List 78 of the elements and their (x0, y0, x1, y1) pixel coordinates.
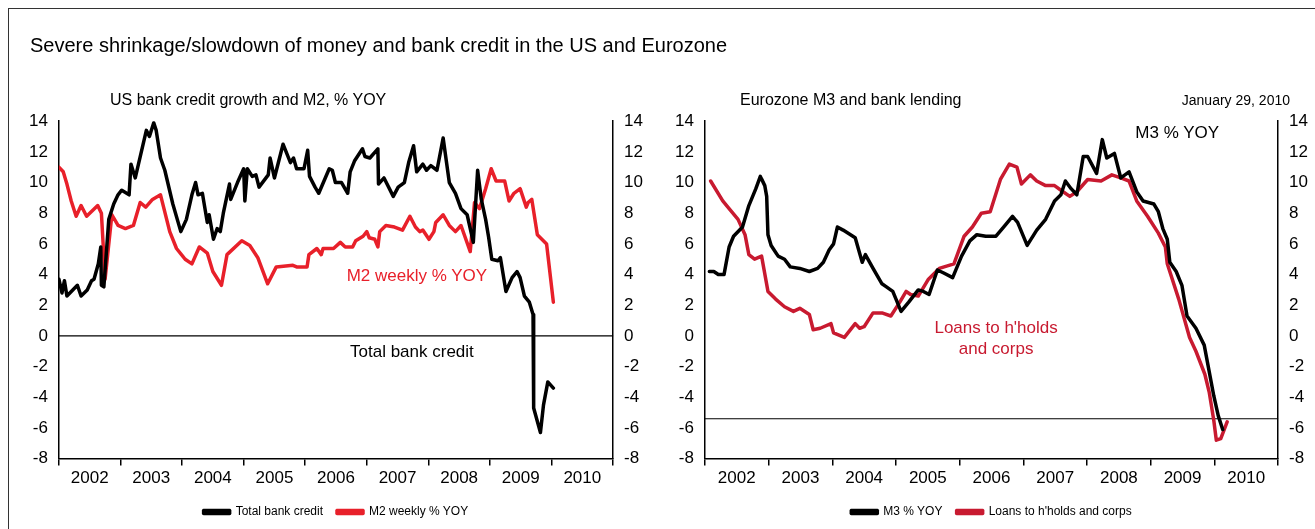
y2-tick-label: 14 (624, 110, 644, 130)
x-tick-label: 2009 (501, 468, 540, 488)
y-tick-label: 4 (38, 264, 48, 284)
y2-tick-label: 4 (624, 264, 634, 284)
y2-tick-label: -4 (624, 386, 640, 406)
x-tick-label: 2005 (255, 468, 294, 488)
text: M2 weekly % YOY (346, 265, 488, 285)
y-tick-label: -8 (678, 448, 694, 468)
y2-tick-label: 4 (1289, 264, 1299, 284)
legend-label: M2 weekly % YOY (369, 504, 469, 519)
y2-tick-label: 10 (1289, 172, 1309, 192)
y2-tick-label: -2 (624, 356, 640, 376)
y-tick-label: 8 (684, 202, 694, 222)
y2-tick-label: 0 (1289, 325, 1299, 345)
legend-label: Loans to h'holds and corps (988, 504, 1132, 519)
y-tick-label: -2 (32, 356, 48, 376)
text: Loans to h'holds and corps (934, 318, 1058, 359)
y2-tick-label: 8 (624, 202, 634, 222)
y-tick-label: -4 (678, 386, 694, 406)
text: January 29, 2010 (1181, 92, 1290, 108)
y2-tick-label: -4 (1289, 386, 1305, 406)
text: Total bank credit (350, 341, 474, 361)
y2-tick-label: 6 (624, 233, 634, 253)
y-tick-label: 2 (684, 294, 694, 314)
y-tick-label: 2 (38, 294, 48, 314)
x-tick-label: 2003 (781, 468, 820, 488)
y-tick-label: 6 (38, 233, 48, 253)
x-tick-label: 2003 (132, 468, 171, 488)
y2-tick-label: 12 (624, 141, 644, 161)
y-tick-label: 12 (674, 141, 694, 161)
y-tick-label: -6 (678, 417, 694, 437)
y-tick-label: 12 (28, 141, 48, 161)
x-tick-label: 2005 (908, 468, 947, 488)
x-tick-label: 2004 (193, 468, 232, 488)
y-tick-label: 0 (684, 325, 694, 345)
y2-tick-label: 2 (624, 294, 634, 314)
text: M3 % YOY (1135, 123, 1220, 143)
y2-tick-label: 10 (624, 172, 644, 192)
y-tick-label: 8 (38, 202, 48, 222)
chart-subtitle: US bank credit growth and M2, % YOY (110, 91, 387, 109)
x-tick-label: 2007 (378, 468, 417, 488)
y2-tick-label: 2 (1289, 294, 1299, 314)
y2-tick-label: -8 (624, 448, 640, 468)
y2-tick-label: -8 (1289, 448, 1305, 468)
x-tick-label: 2004 (845, 468, 884, 488)
y-tick-label: 4 (684, 264, 694, 284)
y2-tick-label: -6 (624, 417, 640, 437)
x-tick-label: 2010 (1227, 468, 1266, 488)
y-tick-label: 10 (28, 172, 48, 192)
y-tick-label: -4 (32, 386, 48, 406)
y2-tick-label: 8 (1289, 202, 1299, 222)
y-tick-label: 10 (674, 172, 694, 192)
y-tick-label: 6 (684, 233, 694, 253)
y2-tick-label: -6 (1289, 417, 1305, 437)
x-tick-label: 2006 (972, 468, 1011, 488)
x-tick-label: 2002 (70, 468, 109, 488)
y2-tick-label: 12 (1289, 141, 1309, 161)
x-tick-label: 2010 (563, 468, 602, 488)
y-tick-label: 14 (28, 110, 48, 130)
y2-tick-label: 0 (624, 325, 634, 345)
x-tick-label: 2008 (440, 468, 479, 488)
y-tick-label: 14 (674, 110, 694, 130)
chart-subtitle: Eurozone M3 and bank lending (740, 91, 962, 109)
legend-label: Total bank credit (235, 504, 324, 519)
y2-tick-label: 14 (1289, 110, 1309, 130)
x-tick-label: 2009 (1163, 468, 1202, 488)
x-tick-label: 2006 (317, 468, 355, 488)
legend-label: M3 % YOY (883, 504, 943, 519)
y-tick-label: -6 (32, 417, 48, 437)
chart-title: Severe shrinkage/slowdown of money and bank credit in the US and Eurozone (30, 34, 728, 57)
x-tick-label: 2002 (717, 468, 756, 488)
y2-tick-label: -2 (1289, 356, 1305, 376)
x-tick-label: 2008 (1099, 468, 1138, 488)
y-tick-label: -8 (32, 448, 48, 468)
y-tick-label: -2 (678, 356, 694, 376)
x-tick-label: 2007 (1036, 468, 1075, 488)
y2-tick-label: 6 (1289, 233, 1299, 253)
y-tick-label: 0 (38, 325, 48, 345)
